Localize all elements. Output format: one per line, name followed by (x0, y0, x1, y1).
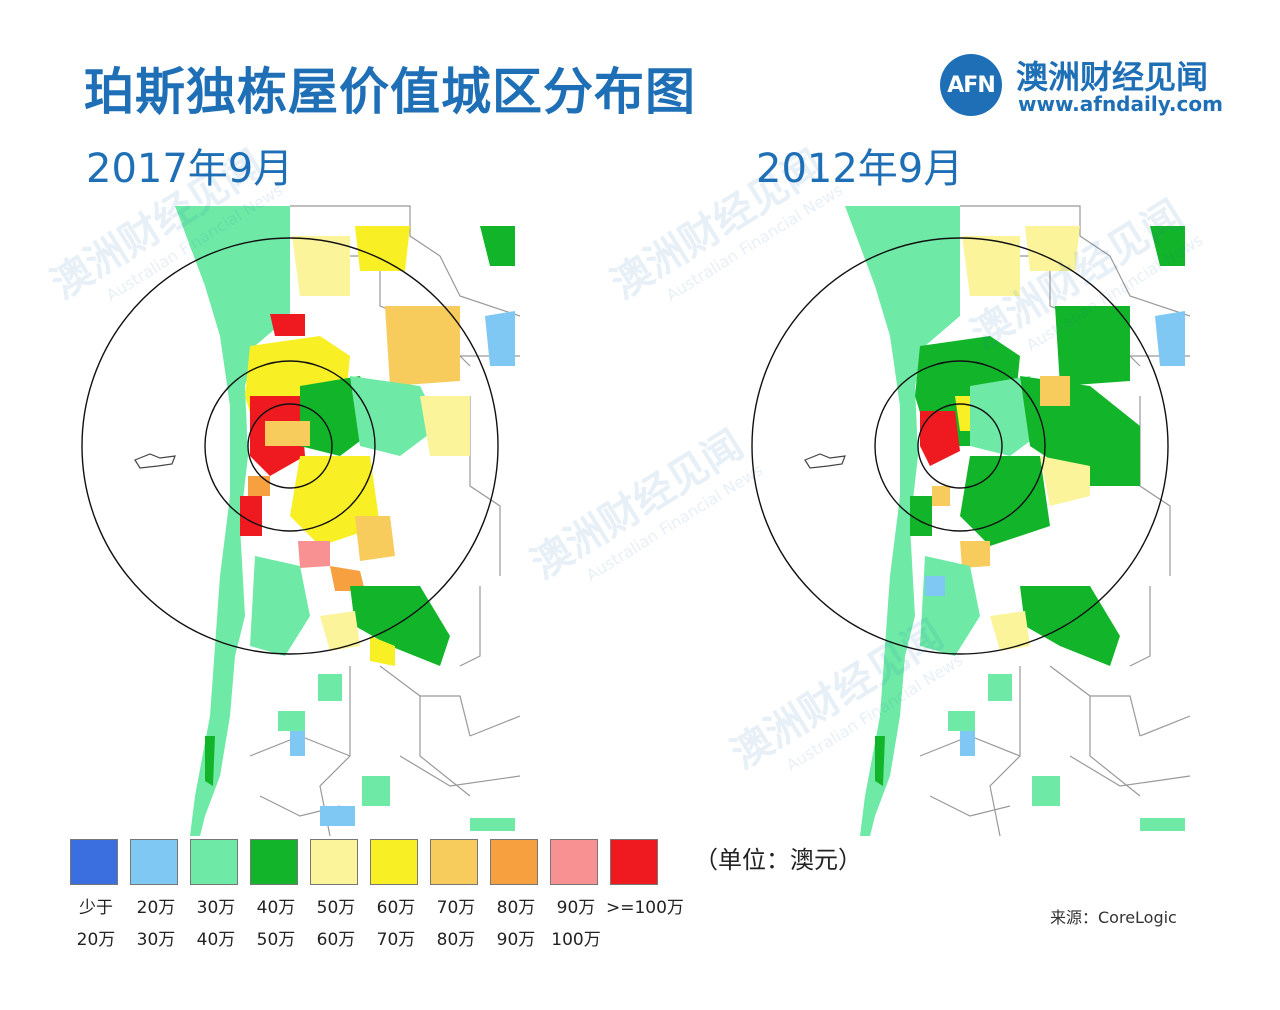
legend-item: 80万 90万 (486, 836, 546, 956)
afn-logo-icon: AFN (940, 54, 1002, 116)
legend-swatch (310, 839, 358, 885)
legend-item: 20万 30万 (126, 836, 186, 956)
legend-swatch (130, 839, 178, 885)
perth-map-2012-svg (751, 205, 1190, 836)
legend-range: 40万 50万 (256, 898, 296, 950)
legend-range: 90万 100万 (551, 898, 601, 950)
brand-logo: AFN 澳洲财经见闻 www.afndaily.com (940, 50, 1240, 120)
legend-swatch (370, 839, 418, 885)
legend-item: 60万 70万 (366, 836, 426, 956)
map-label-2012: 2012年9月 (756, 146, 964, 192)
legend-range: 20万 30万 (136, 898, 176, 950)
legend-swatch (250, 839, 298, 885)
unit-note: （单位：澳元） (694, 846, 862, 874)
legend-item: 50万 60万 (306, 836, 366, 956)
legend-item: 70万 80万 (426, 836, 486, 956)
legend-item: >=100万 (606, 836, 690, 956)
legend-range: 50万 60万 (316, 898, 356, 950)
legend-item: 40万 50万 (246, 836, 306, 956)
map-2017 (0, 196, 520, 836)
brand-url: www.afndaily.com (1018, 92, 1223, 116)
map-2012 (670, 196, 1190, 836)
legend-item: 30万 40万 (186, 836, 246, 956)
legend-range: 70万 80万 (436, 898, 476, 950)
legend-item: 少于 20万 (66, 836, 126, 956)
legend-range: 80万 90万 (496, 898, 536, 950)
legend-swatch (490, 839, 538, 885)
legend-swatch (70, 839, 118, 885)
perth-map-2017-svg (81, 205, 520, 836)
legend-swatch (550, 839, 598, 885)
legend-swatch (190, 839, 238, 885)
legend-range: 30万 40万 (196, 898, 236, 950)
legend-range: 60万 70万 (376, 898, 416, 950)
legend-range: >=100万 (606, 898, 684, 918)
legend-swatch (610, 839, 658, 885)
legend-item: 90万 100万 (546, 836, 606, 956)
page-title: 珀斯独栋屋价值城区分布图 (84, 63, 696, 121)
legend: 少于 20万 20万 30万 30万 40万 40万 50万 50万 60万 60万 70万… (66, 836, 686, 956)
legend-range: 少于 20万 (76, 898, 116, 950)
source-note: 来源：CoreLogic (1050, 908, 1177, 927)
legend-swatch (430, 839, 478, 885)
map-label-2017: 2017年9月 (86, 146, 294, 192)
brand-name: 澳洲财经见闻 (1016, 58, 1209, 96)
